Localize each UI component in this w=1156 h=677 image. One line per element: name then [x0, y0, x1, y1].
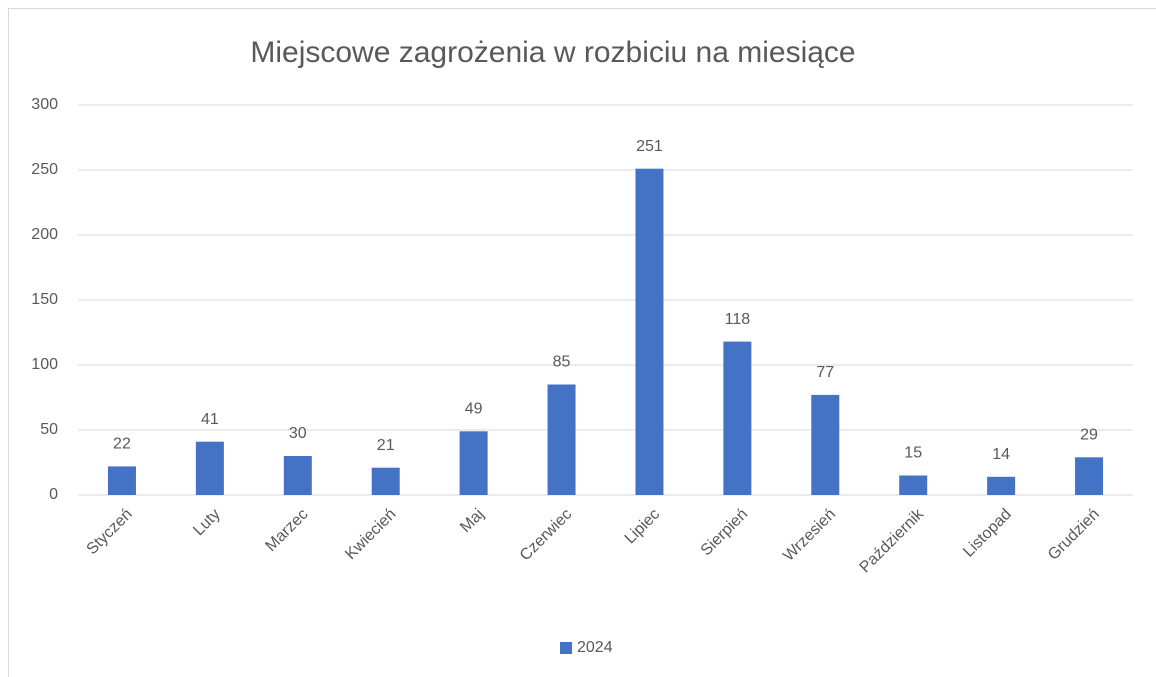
x-tick-label: Listopad	[960, 506, 1015, 561]
y-tick-label: 300	[31, 96, 58, 113]
data-label: 49	[465, 401, 483, 418]
y-tick-label: 250	[31, 161, 58, 178]
x-tick-label: Październik	[857, 505, 928, 576]
y-tick-label: 150	[31, 291, 58, 308]
data-label: 14	[992, 446, 1010, 463]
x-tick-label: Grudzień	[1045, 506, 1103, 564]
data-label: 41	[201, 411, 219, 428]
data-label: 118	[725, 311, 751, 328]
y-tick-label: 0	[49, 486, 58, 503]
x-tick-label: Luty	[190, 506, 223, 539]
legend-swatch	[560, 642, 572, 654]
data-label: 21	[377, 437, 395, 454]
data-label: 77	[816, 364, 834, 381]
data-label: 22	[113, 436, 131, 453]
legend-label: 2024	[577, 639, 613, 656]
data-label: 30	[289, 425, 307, 442]
y-tick-label: 100	[31, 356, 58, 373]
bar	[811, 394, 840, 495]
bar	[899, 475, 928, 495]
x-tick-label: Czerwiec	[517, 506, 576, 565]
bar	[107, 466, 136, 495]
x-tick-label: Sierpień	[698, 506, 752, 560]
bar	[1075, 457, 1104, 495]
bar	[371, 467, 400, 495]
y-tick-label: 50	[40, 421, 58, 438]
bar	[195, 441, 224, 495]
x-tick-label: Styczeń	[83, 506, 135, 558]
x-tick-label: Kwiecień	[342, 506, 399, 563]
bar	[635, 168, 664, 495]
data-label: 29	[1080, 427, 1098, 444]
bar	[987, 476, 1016, 495]
x-tick-label: Marzec	[262, 506, 311, 555]
data-label: 251	[636, 138, 663, 155]
bar	[547, 384, 576, 495]
y-tick-label: 200	[31, 226, 58, 243]
chart-title: Miejscowe zagrożenia w rozbiciu na miesi…	[250, 36, 855, 69]
x-tick-label: Wrzesień	[780, 506, 839, 565]
bar	[459, 431, 488, 495]
bar	[723, 341, 752, 495]
chart-border	[8, 8, 1156, 677]
data-label: 85	[553, 354, 571, 371]
x-tick-label: Lipiec	[622, 506, 664, 548]
data-label: 15	[904, 445, 922, 462]
bar	[283, 456, 312, 495]
x-tick-label: Maj	[457, 506, 487, 536]
